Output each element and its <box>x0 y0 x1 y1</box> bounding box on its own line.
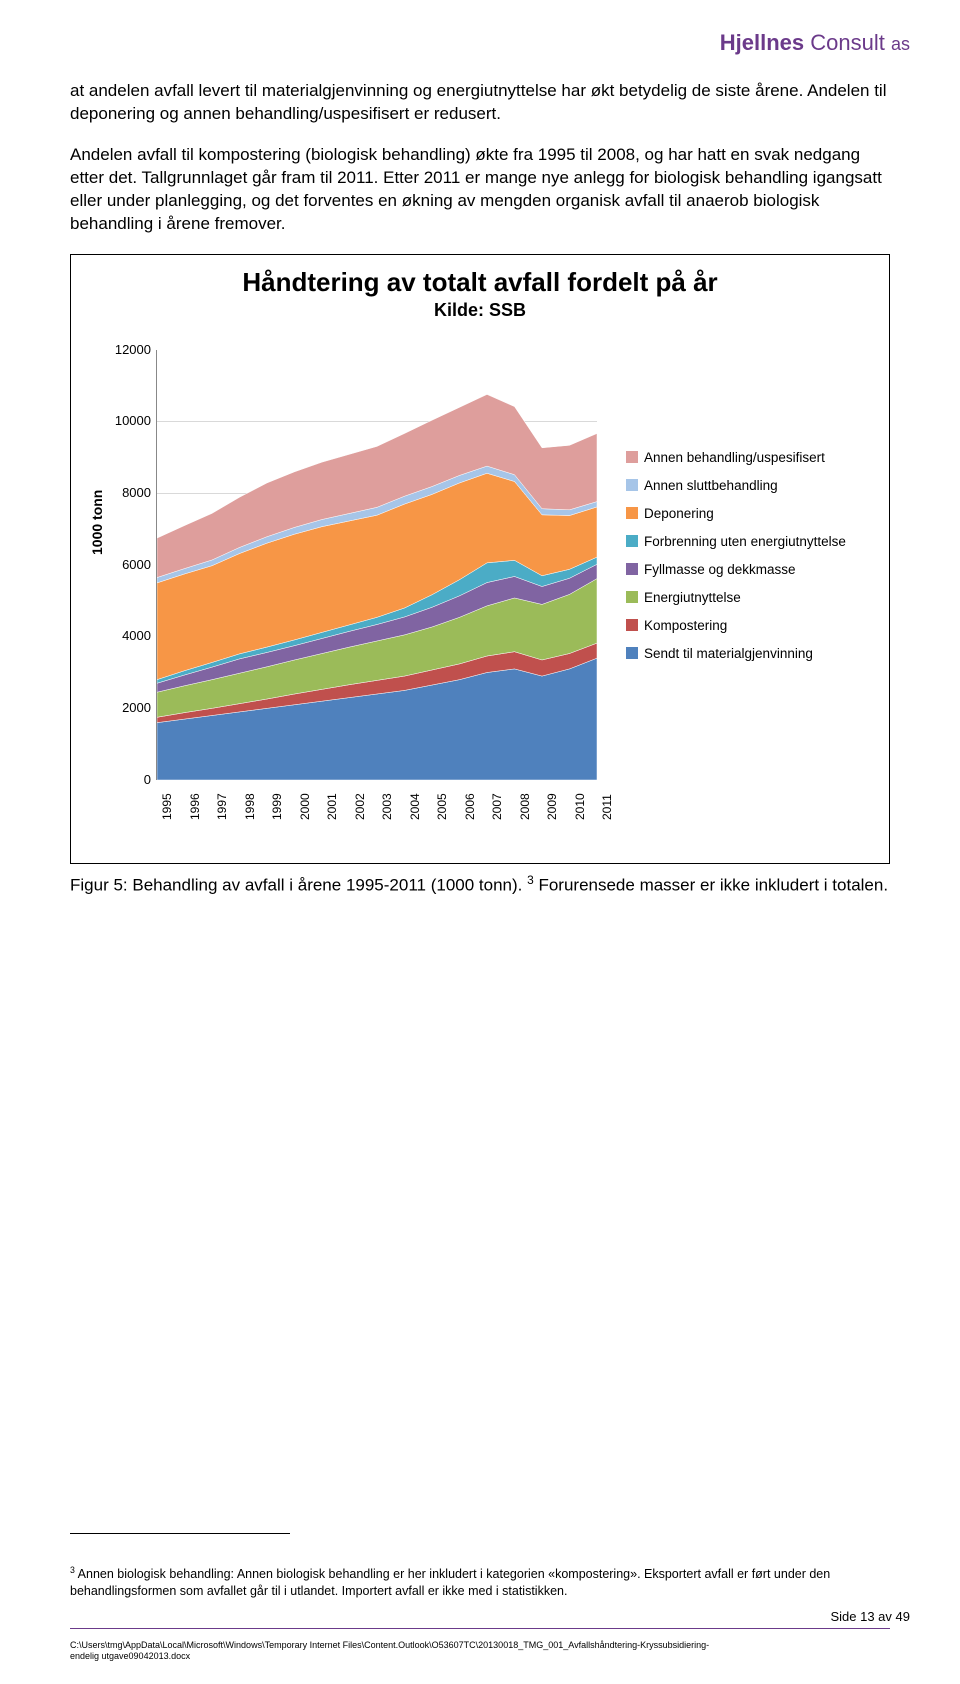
chart-ytick: 12000 <box>101 342 151 357</box>
legend-swatch <box>626 507 638 519</box>
legend-label: Annen sluttbehandling <box>644 478 778 493</box>
legend-label: Energiutnyttelse <box>644 590 741 605</box>
legend-item: Energiutnyttelse <box>626 590 871 605</box>
legend-label: Deponering <box>644 506 714 521</box>
chart-xtick: 2010 <box>573 793 587 820</box>
chart-ytick: 8000 <box>101 485 151 500</box>
figure-caption: Figur 5: Behandling av avfall i årene 19… <box>70 872 890 898</box>
chart-ytick: 6000 <box>101 557 151 572</box>
chart-xtick: 2011 <box>600 794 614 820</box>
chart-xtick: 1998 <box>243 793 257 820</box>
legend-item: Annen sluttbehandling <box>626 478 871 493</box>
legend-item: Deponering <box>626 506 871 521</box>
chart-xtick: 2004 <box>408 793 422 820</box>
chart-xtick: 1996 <box>188 793 202 820</box>
chart-xtick: 1997 <box>215 793 229 820</box>
legend-item: Fyllmasse og dekkmasse <box>626 562 871 577</box>
footnote: 3 Annen biologisk behandling: Annen biol… <box>70 1565 890 1599</box>
footer-filepath: C:\Users\tmg\AppData\Local\Microsoft\Win… <box>70 1640 710 1662</box>
legend-label: Forbrenning uten energiutnyttelse <box>644 534 846 549</box>
footer-rule <box>70 1628 890 1629</box>
chart-ytick: 4000 <box>101 628 151 643</box>
chart-xticks: 1995 1996 1997 1998 1999 2000 2001 2002 2003 2004… <box>156 785 596 835</box>
legend-item: Annen behandling/uspesifisert <box>626 450 871 465</box>
legend-label: Fyllmasse og dekkmasse <box>644 562 796 577</box>
footnote-separator <box>70 1533 290 1534</box>
legend-swatch <box>626 479 638 491</box>
paragraph-2: Andelen avfall til kompostering (biologi… <box>70 144 890 236</box>
legend-label: Sendt til materialgjenvinning <box>644 646 813 661</box>
page-number: Side 13 av 49 <box>830 1609 910 1624</box>
chart-xtick: 1995 <box>160 793 174 820</box>
legend-item: Sendt til materialgjenvinning <box>626 646 871 661</box>
legend-item: Kompostering <box>626 618 871 633</box>
legend-swatch <box>626 619 638 631</box>
legend-swatch <box>626 451 638 463</box>
chart-xtick: 1999 <box>270 793 284 820</box>
legend-item: Forbrenning uten energiutnyttelse <box>626 534 871 549</box>
chart-title: Håndtering av totalt avfall fordelt på å… <box>71 267 889 298</box>
chart-xtick: 2002 <box>353 793 367 820</box>
chart-container: Håndtering av totalt avfall fordelt på å… <box>70 254 890 864</box>
chart-xtick: 2006 <box>463 793 477 820</box>
legend-swatch <box>626 563 638 575</box>
chart-xtick: 2001 <box>325 793 339 820</box>
chart-plot-area <box>156 350 596 780</box>
chart-subtitle: Kilde: SSB <box>71 300 889 321</box>
chart-xtick: 2003 <box>380 793 394 820</box>
legend-swatch <box>626 591 638 603</box>
legend-swatch <box>626 647 638 659</box>
chart-xtick: 2007 <box>490 793 504 820</box>
legend-swatch <box>626 535 638 547</box>
chart-ytick: 2000 <box>101 700 151 715</box>
paragraph-1: at andelen avfall levert til materialgje… <box>70 80 890 126</box>
chart-xtick: 2009 <box>545 793 559 820</box>
legend-label: Kompostering <box>644 618 727 633</box>
chart-xtick: 2008 <box>518 793 532 820</box>
brand-logo: Hjellnes Consult as <box>720 30 910 56</box>
legend-label: Annen behandling/uspesifisert <box>644 450 825 465</box>
chart-ytick: 10000 <box>101 413 151 428</box>
chart-xtick: 2000 <box>298 793 312 820</box>
chart-legend: Annen behandling/uspesifisert Annen slutt… <box>626 450 871 674</box>
chart-ytick: 0 <box>101 772 151 787</box>
chart-xtick: 2005 <box>435 793 449 820</box>
